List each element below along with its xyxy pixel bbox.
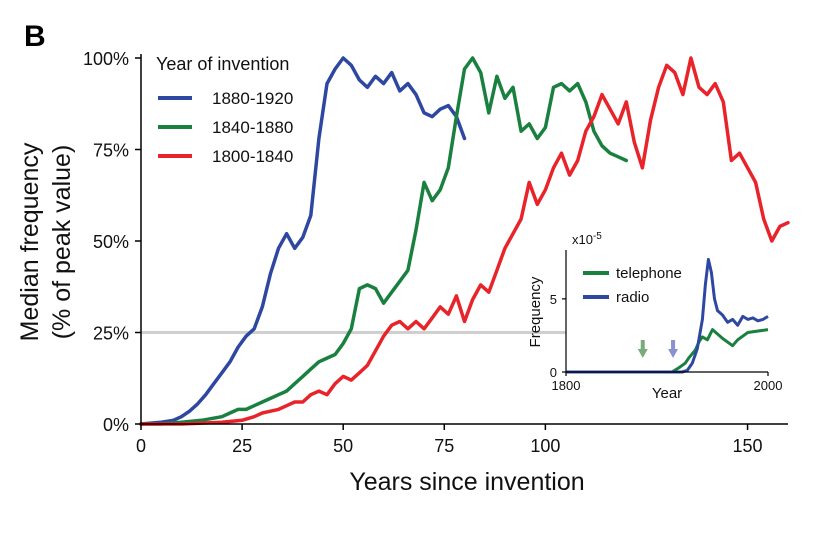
inset-y-tick-label: 0 [550, 365, 557, 380]
y-tick-label: 75% [93, 141, 129, 161]
inset-background [566, 248, 788, 384]
series-lines [139, 56, 790, 426]
inset-arrow-marker [668, 340, 679, 358]
inset-axes: 1800 2000 0 5 [550, 250, 783, 393]
y-tick-label: 100% [83, 49, 129, 69]
series-line-1800-1840 [139, 56, 790, 426]
x-tick-label: 150 [733, 436, 763, 456]
inset-chart: 1800 2000 0 5 x10-5 Frequency Year telephon… [527, 231, 788, 402]
inset-scale-note: x10-5 [572, 231, 602, 247]
y-axis-title-line2: (% of peak value) [48, 145, 76, 340]
x-tick-label: 50 [333, 436, 353, 456]
x-tick-label: 100 [530, 436, 560, 456]
inset-y-tick-label: 5 [550, 292, 557, 307]
inset-x-tick-label: 2000 [754, 378, 783, 393]
inset-legend-label: telephone [616, 265, 682, 282]
y-tick-label: 0% [103, 415, 129, 435]
inset-arrow-marker [637, 340, 648, 358]
inset-series-line-radio [566, 257, 769, 374]
y-tick-label: 50% [93, 232, 129, 252]
inset-arrows [637, 340, 679, 358]
legend-title: Year of invention [156, 54, 289, 74]
legend-items: 1880-1920 1840-1880 1800-1840 [158, 89, 293, 166]
inset-x-axis-title: Year [652, 385, 682, 402]
inset-legend-label: radio [616, 289, 649, 306]
series-line-1880-1920 [139, 56, 467, 426]
x-axis-title: Years since invention [349, 468, 584, 496]
legend-label: 1840-1880 [212, 118, 293, 137]
legend-label: 1800-1840 [212, 147, 293, 166]
panel-label: B [24, 20, 46, 53]
x-tick-label: 25 [232, 436, 252, 456]
x-tick-label: 0 [136, 436, 146, 456]
series-line-1840-1880 [139, 56, 629, 426]
legend-label: 1880-1920 [212, 89, 293, 108]
y-axis-title-line1: Median frequency [16, 142, 44, 341]
inset-y-axis-title: Frequency [527, 276, 544, 347]
inset-legend: telephone radio [583, 265, 682, 306]
legend: Year of invention 1880-1920 1840-1880 1800… [156, 54, 293, 166]
inset-x-tick-label: 1800 [552, 378, 581, 393]
x-tick-label: 75 [434, 436, 454, 456]
y-tick-label: 25% [93, 324, 129, 344]
